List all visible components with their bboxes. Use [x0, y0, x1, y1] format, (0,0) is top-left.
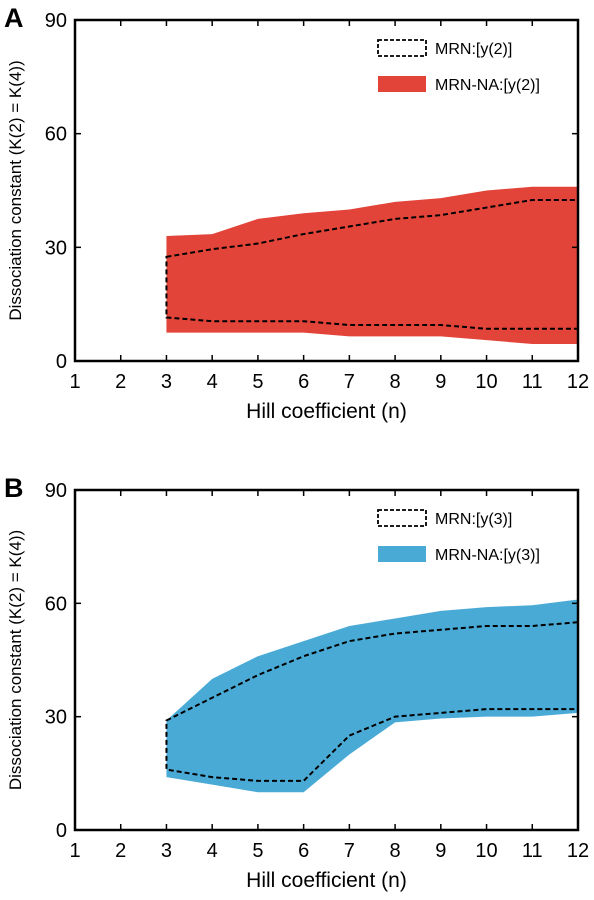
legend-entry-0: MRN:[y(3)]: [435, 511, 512, 528]
y-tick-label: 30: [45, 237, 67, 259]
x-tick-label: 7: [344, 371, 355, 393]
x-tick-label: 2: [115, 840, 126, 862]
x-tick-label: 4: [207, 371, 218, 393]
x-tick-label: 4: [207, 840, 218, 862]
x-tick-label: 8: [390, 371, 401, 393]
x-axis-label: Hill coefficient (n): [246, 400, 407, 423]
y-tick-label: 0: [56, 351, 67, 373]
plot-frame: [73, 18, 580, 363]
legend-swatch-1: [378, 546, 426, 562]
y-tick-label: 60: [45, 124, 67, 146]
x-tick-label: 7: [344, 840, 355, 862]
x-tick-label: 10: [475, 840, 497, 862]
panel-label: A: [4, 3, 24, 33]
x-axis-label: Hill coefficient (n): [246, 869, 407, 892]
x-tick-label: 1: [69, 371, 80, 393]
panel-label: B: [4, 473, 24, 503]
x-tick-label: 5: [252, 371, 263, 393]
y-tick-label: 90: [45, 480, 67, 502]
legend-entry-1: MRN-NA:[y(3)]: [435, 547, 540, 564]
legend-swatch-0: [377, 39, 427, 57]
x-tick-label: 6: [298, 840, 309, 862]
series-area-1: [166, 186, 579, 344]
y-axis-label: Dissociation constant (K(2) = K(4)): [6, 530, 25, 790]
x-tick-label: 12: [567, 840, 589, 862]
y-tick-label: 90: [45, 10, 67, 32]
x-tick-label: 3: [161, 371, 172, 393]
x-tick-label: 1: [69, 840, 80, 862]
x-tick-label: 11: [522, 840, 543, 862]
y-tick-label: 60: [45, 593, 67, 615]
y-axis-label: Dissociation constant (K(2) = K(4)): [6, 60, 25, 320]
legend-swatch-0: [377, 509, 427, 527]
x-tick-label: 2: [115, 371, 126, 393]
x-tick-label: 5: [252, 840, 263, 862]
legend-swatch-1: [378, 76, 426, 92]
legend: MRN:[y(3)] MRN-NA:[y(3)]: [377, 509, 540, 564]
x-tick-label: 9: [435, 371, 446, 393]
y-tick-label: 30: [45, 707, 67, 729]
legend-entry-1: MRN-NA:[y(2)]: [435, 77, 540, 94]
legend: MRN:[y(2)] MRN-NA:[y(2)]: [377, 39, 540, 94]
y-tick-label: 0: [56, 820, 67, 842]
legend-entry-0: MRN:[y(2)]: [435, 41, 512, 58]
x-tick-label: 9: [435, 840, 446, 862]
x-tick-label: 8: [390, 840, 401, 862]
series-area-1: [166, 599, 579, 793]
x-tick-label: 10: [475, 371, 497, 393]
x-tick-label: 12: [567, 371, 589, 393]
plot-frame: [73, 488, 580, 832]
x-tick-label: 6: [298, 371, 309, 393]
x-tick-label: 3: [161, 840, 172, 862]
x-tick-label: 11: [522, 371, 543, 393]
